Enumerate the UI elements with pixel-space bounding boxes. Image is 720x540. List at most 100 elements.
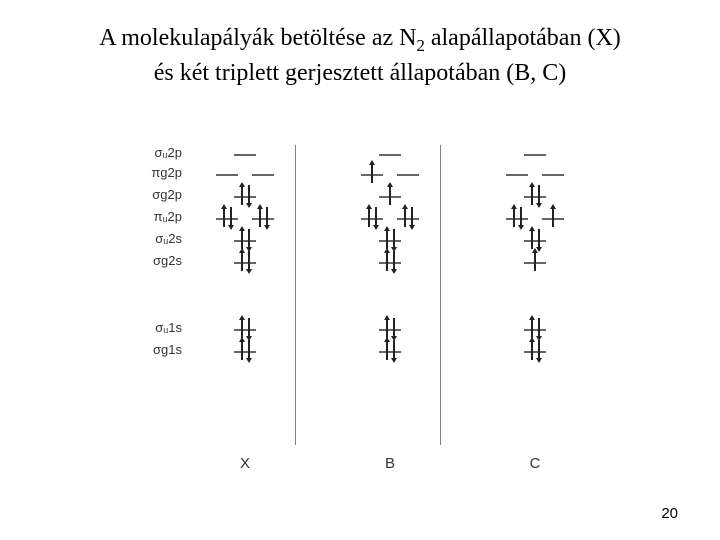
spin-up-arrow xyxy=(534,251,536,271)
level-line xyxy=(524,154,546,156)
spin-down-arrow xyxy=(393,229,395,249)
level-line xyxy=(397,174,419,176)
spin-up-arrow xyxy=(259,207,261,227)
level-line xyxy=(524,351,546,353)
spin-down-arrow xyxy=(248,185,250,205)
level-line xyxy=(252,218,274,220)
level-line xyxy=(379,329,401,331)
spin-up-arrow xyxy=(241,340,243,360)
level-line xyxy=(506,174,528,176)
level-line xyxy=(542,174,564,176)
level-row xyxy=(335,231,445,249)
orbital-slot xyxy=(234,187,256,205)
spin-up-arrow xyxy=(404,207,406,227)
orbital-slot xyxy=(379,187,401,205)
spin-up-arrow xyxy=(531,318,533,338)
level-row xyxy=(335,342,445,360)
spin-up-arrow xyxy=(371,163,373,183)
level-row xyxy=(190,165,300,183)
orbital-slot xyxy=(379,342,401,360)
title-pre: A molekulapályák betöltése az N xyxy=(99,25,416,51)
orbital-slot xyxy=(361,165,383,183)
orbital-slot xyxy=(216,165,238,183)
page-number: 20 xyxy=(661,505,678,522)
level-row xyxy=(190,342,300,360)
spin-up-arrow xyxy=(368,207,370,227)
level-row xyxy=(480,209,590,227)
orbital-slot xyxy=(252,209,274,227)
state-column-X xyxy=(190,145,300,445)
level-line xyxy=(379,262,401,264)
level-row xyxy=(335,187,445,205)
level-line xyxy=(361,218,383,220)
orbital-slot xyxy=(361,209,383,227)
level-row xyxy=(190,187,300,205)
orbital-slot xyxy=(524,342,546,360)
title-subscript: 2 xyxy=(416,36,424,55)
spin-up-arrow xyxy=(531,185,533,205)
spin-up-arrow xyxy=(531,229,533,249)
page-title: A molekulapályák betöltése az N2 alapáll… xyxy=(0,22,720,90)
spin-up-arrow xyxy=(386,251,388,271)
spin-down-arrow xyxy=(538,340,540,360)
orbital-slot xyxy=(542,165,564,183)
spin-down-arrow xyxy=(248,340,250,360)
title-line-2: és két triplett gerjesztett állapotában … xyxy=(0,57,720,89)
level-line xyxy=(524,240,546,242)
state-column-C xyxy=(480,145,590,445)
level-row xyxy=(480,165,590,183)
orbital-slot xyxy=(234,253,256,271)
spin-down-arrow xyxy=(248,318,250,338)
mo-diagram: σᵤ2pπg2pσg2pπᵤ2pσᵤ2sσg2sσᵤ1sσg1s XBC xyxy=(140,145,580,480)
orbital-slot xyxy=(506,209,528,227)
spin-down-arrow xyxy=(520,207,522,227)
title-post: alapállapotában (X) xyxy=(425,25,621,51)
level-row xyxy=(190,231,300,249)
orbital-label: σᵤ2s xyxy=(155,231,182,246)
state-column-B xyxy=(335,145,445,445)
spin-down-arrow xyxy=(393,318,395,338)
spin-up-arrow xyxy=(223,207,225,227)
level-row xyxy=(335,209,445,227)
orbital-slot xyxy=(234,145,256,163)
level-line xyxy=(379,154,401,156)
spin-down-arrow xyxy=(393,340,395,360)
level-line xyxy=(234,351,256,353)
orbital-slot xyxy=(524,145,546,163)
orbital-label: σᵤ1s xyxy=(155,320,182,335)
level-row xyxy=(480,320,590,338)
level-line xyxy=(524,329,546,331)
orbital-slot xyxy=(379,253,401,271)
orbital-label: σᵤ2p xyxy=(155,145,182,160)
orbital-label: σg2s xyxy=(153,253,182,268)
orbital-label: σg2p xyxy=(152,187,182,202)
level-row xyxy=(190,320,300,338)
level-row xyxy=(335,165,445,183)
spin-up-arrow xyxy=(386,340,388,360)
level-row xyxy=(335,320,445,338)
orbital-slot xyxy=(524,253,546,271)
level-line xyxy=(234,240,256,242)
level-line xyxy=(234,196,256,198)
spin-down-arrow xyxy=(266,207,268,227)
spin-down-arrow xyxy=(393,251,395,271)
state-label: X xyxy=(225,455,265,472)
orbital-slot xyxy=(379,231,401,249)
spin-down-arrow xyxy=(248,251,250,271)
level-line xyxy=(379,351,401,353)
orbital-slot xyxy=(506,165,528,183)
level-line xyxy=(506,218,528,220)
spin-up-arrow xyxy=(241,251,243,271)
spin-down-arrow xyxy=(411,207,413,227)
orbital-slot xyxy=(234,320,256,338)
level-row xyxy=(480,342,590,360)
spin-down-arrow xyxy=(538,318,540,338)
orbital-slot xyxy=(542,209,564,227)
spin-down-arrow xyxy=(248,229,250,249)
orbital-label: πg2p xyxy=(151,165,182,180)
orbital-slot xyxy=(234,231,256,249)
spin-up-arrow xyxy=(241,229,243,249)
state-label: B xyxy=(370,455,410,472)
level-row xyxy=(335,145,445,163)
level-row xyxy=(480,231,590,249)
